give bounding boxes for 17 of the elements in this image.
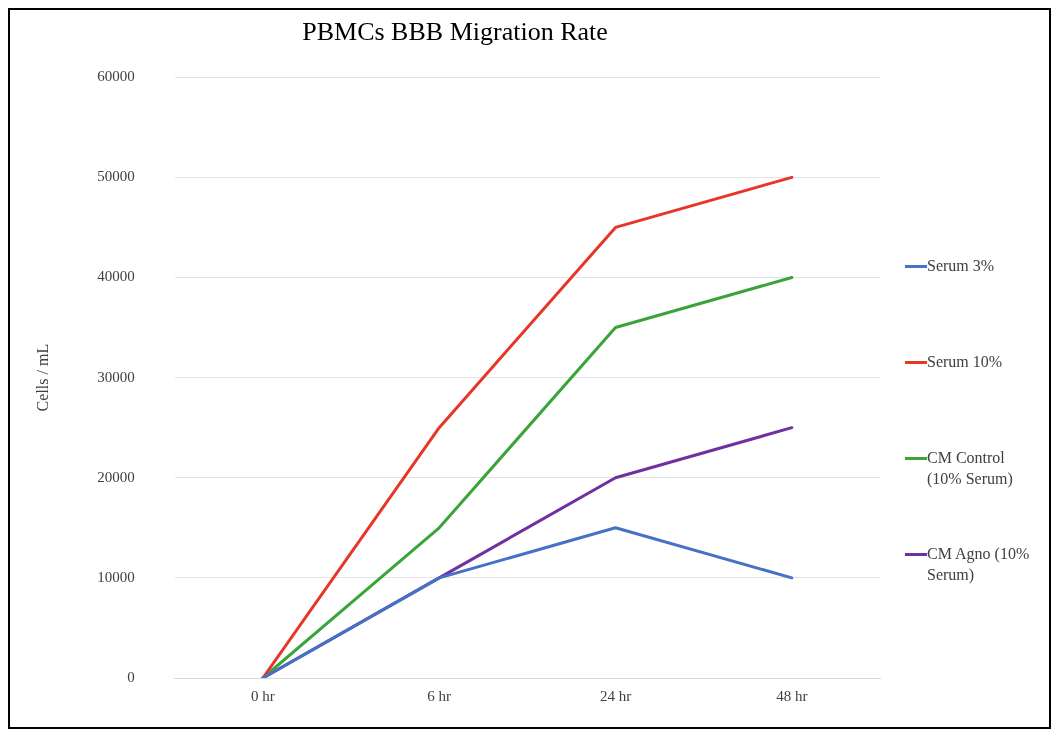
y-tick-label: 40000 (97, 268, 135, 285)
y-tick-label: 50000 (97, 168, 135, 185)
legend-label: CM Control (10% Serum) (927, 448, 1014, 489)
legend-label: Serum 10% (927, 352, 1004, 372)
y-tick-label: 10000 (97, 568, 135, 585)
x-tick-label: 24 hr (599, 687, 632, 704)
x-tick-label: 48 hr (776, 687, 808, 704)
x-tick-label: 6 hr (427, 687, 452, 704)
chart-title: PBMCs BBB Migration Rate (302, 17, 608, 47)
y-tick-label: 0 (127, 668, 135, 685)
y-tick-label: 30000 (97, 368, 135, 385)
legend-label: Serum 3% (927, 256, 996, 276)
y-tick-label: 60000 (97, 68, 135, 85)
x-tick-label: 0 hr (250, 687, 275, 704)
y-tick-label: 20000 (97, 468, 135, 485)
y-axis-title: Cells / mL (33, 343, 51, 412)
legend-label: CM Agno (10% Serum) (927, 544, 1031, 585)
